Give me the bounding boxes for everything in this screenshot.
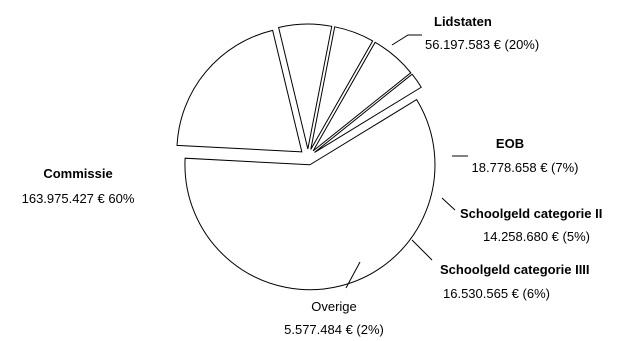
pie-slice-overige [314, 73, 422, 153]
label-eob-value: 18.778.658 € (7%) [472, 160, 579, 175]
label-commissie-name: Commissie [43, 166, 112, 181]
pie-slice-schoolgeld-iiii [312, 41, 412, 152]
pie-slices [176, 23, 436, 291]
leader-lines [345, 34, 468, 289]
label-overige-value: 5.577.484 € (2%) [284, 322, 384, 337]
pie-slice-schoolgeld-ii [310, 26, 374, 150]
label-lidstaten-name: Lidstaten [434, 14, 492, 29]
label-schoolgeld-iiii-value: 16.530.565 € (6%) [443, 286, 550, 301]
pie-slice-commissie [184, 98, 436, 291]
leader-line-lidstaten [391, 34, 422, 46]
label-schoolgeld-ii-name: Schoolgeld categorie II [460, 206, 602, 221]
pie-slice-lidstaten [176, 29, 303, 153]
label-schoolgeld-ii-value: 14.258.680 € (5%) [483, 229, 590, 244]
label-commissie-value: 163.975.427 € 60% [22, 191, 135, 206]
label-lidstaten-value: 56.197.583 € (20%) [425, 37, 539, 52]
leader-line-schoolgeld-ii [441, 197, 456, 211]
pie-slice-eob [278, 23, 333, 150]
label-schoolgeld-iiii-name: Schoolgeld categorie IIII [440, 262, 590, 277]
label-eob-name: EOB [496, 136, 524, 151]
leader-line-overige [345, 261, 361, 289]
leader-line-schoolgeld-iiii [411, 239, 433, 261]
label-overige-name: Overige [311, 299, 357, 314]
